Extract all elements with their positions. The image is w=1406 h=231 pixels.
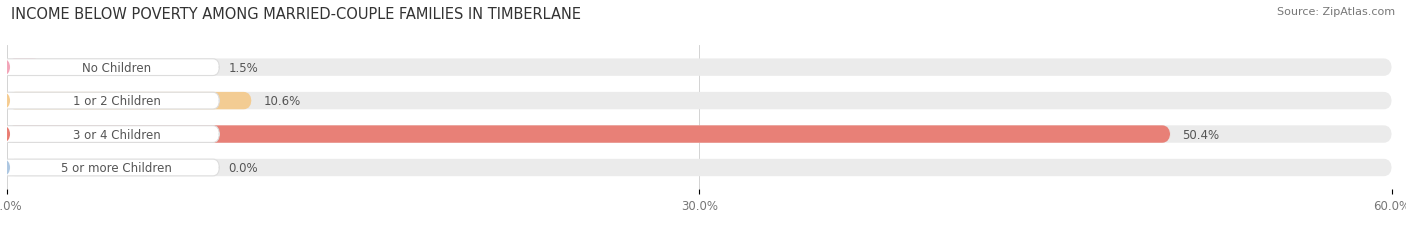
Text: 3 or 4 Children: 3 or 4 Children <box>73 128 160 141</box>
Text: 5 or more Children: 5 or more Children <box>62 161 172 174</box>
Text: 0.0%: 0.0% <box>229 161 259 174</box>
Circle shape <box>0 61 10 75</box>
Text: Source: ZipAtlas.com: Source: ZipAtlas.com <box>1277 7 1395 17</box>
FancyBboxPatch shape <box>0 93 219 109</box>
Text: 1.5%: 1.5% <box>229 61 259 74</box>
FancyBboxPatch shape <box>7 59 1392 76</box>
Circle shape <box>0 127 10 142</box>
Text: INCOME BELOW POVERTY AMONG MARRIED-COUPLE FAMILIES IN TIMBERLANE: INCOME BELOW POVERTY AMONG MARRIED-COUPL… <box>11 7 581 22</box>
FancyBboxPatch shape <box>0 126 219 143</box>
Text: 10.6%: 10.6% <box>263 95 301 108</box>
FancyBboxPatch shape <box>7 159 1392 176</box>
FancyBboxPatch shape <box>7 59 42 76</box>
FancyBboxPatch shape <box>7 92 252 110</box>
Text: 50.4%: 50.4% <box>1182 128 1219 141</box>
Circle shape <box>0 94 10 109</box>
Circle shape <box>0 161 10 175</box>
FancyBboxPatch shape <box>0 159 219 176</box>
Text: No Children: No Children <box>82 61 152 74</box>
FancyBboxPatch shape <box>7 126 1392 143</box>
FancyBboxPatch shape <box>7 126 1170 143</box>
FancyBboxPatch shape <box>7 92 1392 110</box>
FancyBboxPatch shape <box>0 60 219 76</box>
Text: 1 or 2 Children: 1 or 2 Children <box>73 95 160 108</box>
